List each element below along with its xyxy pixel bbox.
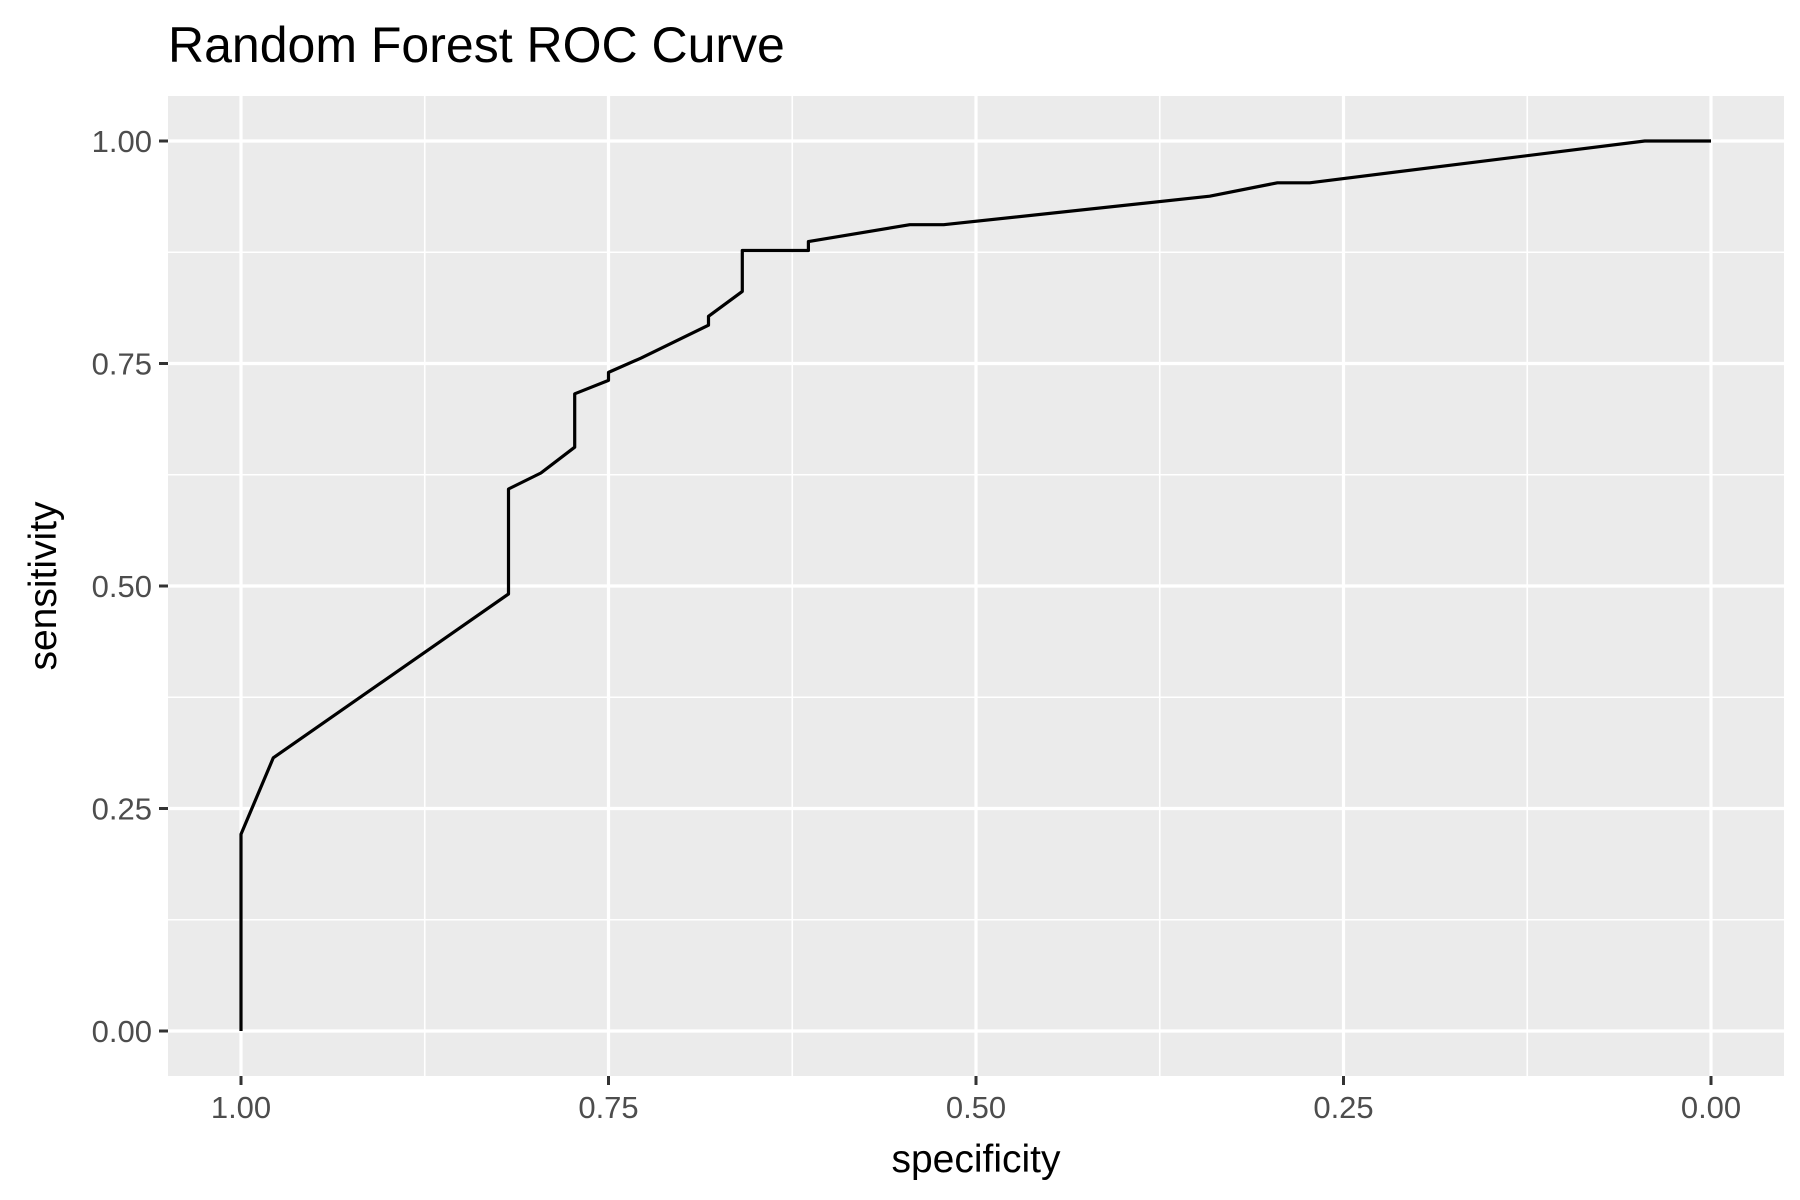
- chart-title: Random Forest ROC Curve: [168, 17, 785, 73]
- y-tick-label: 0.25: [92, 792, 152, 827]
- x-tick-label: 0.00: [1681, 1090, 1741, 1125]
- x-axis: 1.00 0.75 0.50 0.25 0.00: [211, 1076, 1741, 1125]
- x-axis-title: specificity: [891, 1138, 1061, 1181]
- y-tick-label: 0.00: [92, 1014, 152, 1049]
- y-tick-label: 0.75: [92, 347, 152, 382]
- y-axis: 0.00 0.25 0.50 0.75 1.00: [92, 124, 168, 1049]
- x-tick-label: 0.75: [578, 1090, 638, 1125]
- y-tick-label: 0.50: [92, 569, 152, 604]
- x-tick-label: 0.25: [1313, 1090, 1373, 1125]
- x-tick-label: 1.00: [211, 1090, 271, 1125]
- x-tick-label: 0.50: [946, 1090, 1006, 1125]
- roc-curve-line: [239, 139, 1711, 1031]
- y-tick-label: 1.00: [92, 124, 152, 159]
- y-axis-title: sensitivity: [22, 501, 65, 671]
- major-gridlines: [168, 96, 1784, 1076]
